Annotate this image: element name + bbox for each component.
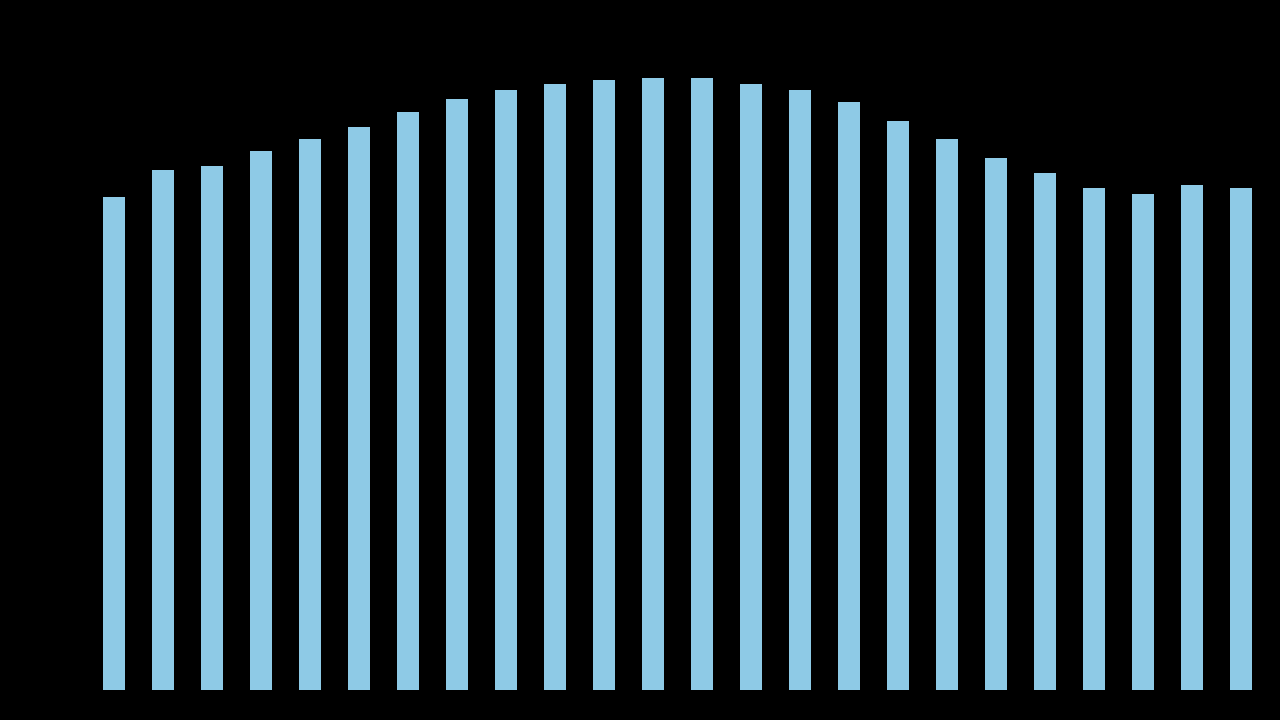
bar bbox=[789, 90, 811, 690]
bar bbox=[446, 99, 468, 690]
bar bbox=[103, 197, 125, 690]
bar bbox=[887, 121, 909, 690]
bar bbox=[936, 139, 958, 690]
plot-area bbox=[103, 78, 1252, 690]
bar bbox=[1230, 188, 1252, 690]
bar bbox=[1132, 194, 1154, 690]
bar bbox=[593, 80, 615, 690]
bar bbox=[348, 127, 370, 690]
bar bbox=[397, 112, 419, 690]
bar bbox=[1034, 173, 1056, 690]
bar bbox=[1181, 185, 1203, 690]
bar bbox=[250, 151, 272, 690]
bar bbox=[201, 166, 223, 690]
bar-chart bbox=[0, 0, 1280, 720]
bar bbox=[152, 170, 174, 690]
bar bbox=[544, 84, 566, 690]
bar bbox=[691, 78, 713, 690]
bar bbox=[299, 139, 321, 690]
bar bbox=[985, 158, 1007, 690]
bar bbox=[838, 102, 860, 690]
bar bbox=[1083, 188, 1105, 690]
bar bbox=[495, 90, 517, 690]
bar bbox=[642, 78, 664, 690]
bar bbox=[740, 84, 762, 690]
